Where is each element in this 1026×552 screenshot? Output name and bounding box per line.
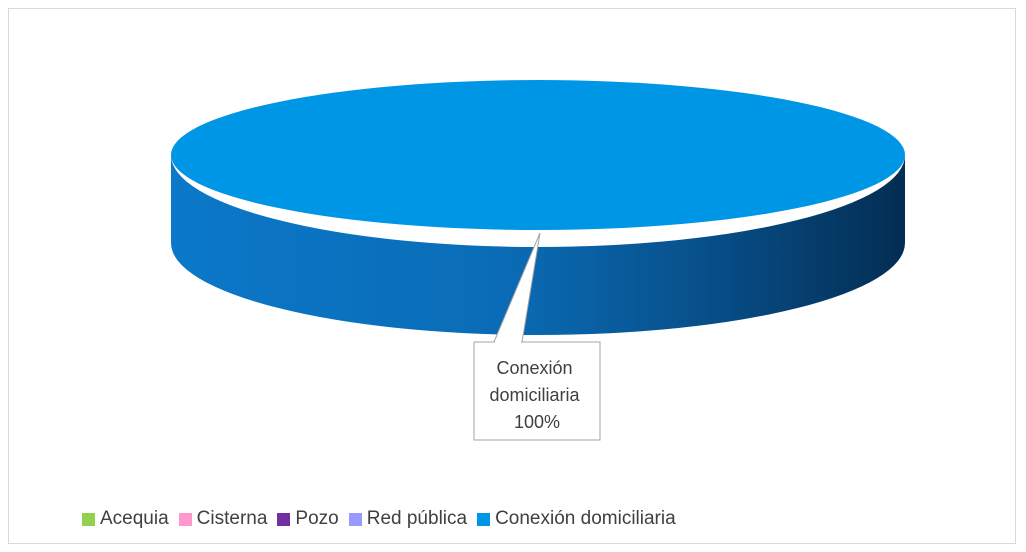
data-label-value: 100% bbox=[514, 412, 560, 432]
legend-label: Pozo bbox=[295, 508, 339, 529]
legend-item-pozo[interactable]: Pozo bbox=[277, 508, 339, 530]
legend-swatch-conexion-domiciliaria bbox=[477, 512, 491, 526]
legend-item-red-publica[interactable]: Red pública bbox=[348, 508, 468, 530]
pie-slice-conexion-domiciliaria bbox=[171, 80, 905, 230]
legend-label: Red pública bbox=[366, 508, 468, 529]
pie-slice-side-conexion-domiciliaria bbox=[171, 155, 905, 335]
legend-label: Conexión domiciliaria bbox=[495, 508, 676, 529]
legend-item-conexion-domiciliaria[interactable]: Conexión domiciliaria bbox=[477, 508, 676, 530]
data-label-line-2: domiciliaria bbox=[489, 385, 580, 405]
data-label-line-1: Conexión bbox=[496, 358, 572, 378]
legend-label: Cisterna bbox=[196, 508, 268, 529]
legend-swatch-pozo bbox=[277, 512, 291, 526]
data-label-box bbox=[473, 341, 601, 441]
legend-item-cisterna[interactable]: Cisterna bbox=[178, 508, 268, 530]
svg-text:Conexión domiciliaria: Conexión domiciliaria 100% bbox=[489, 358, 584, 432]
legend-swatch-red-publica bbox=[348, 512, 362, 526]
legend-label: Acequia bbox=[100, 508, 169, 529]
legend-swatch-cisterna bbox=[178, 512, 192, 526]
legend-swatch-acequia bbox=[82, 512, 95, 526]
legend: Acequia Cisterna Pozo Red pública Conexi… bbox=[82, 508, 686, 530]
legend-item-acequia[interactable]: Acequia bbox=[82, 508, 169, 530]
